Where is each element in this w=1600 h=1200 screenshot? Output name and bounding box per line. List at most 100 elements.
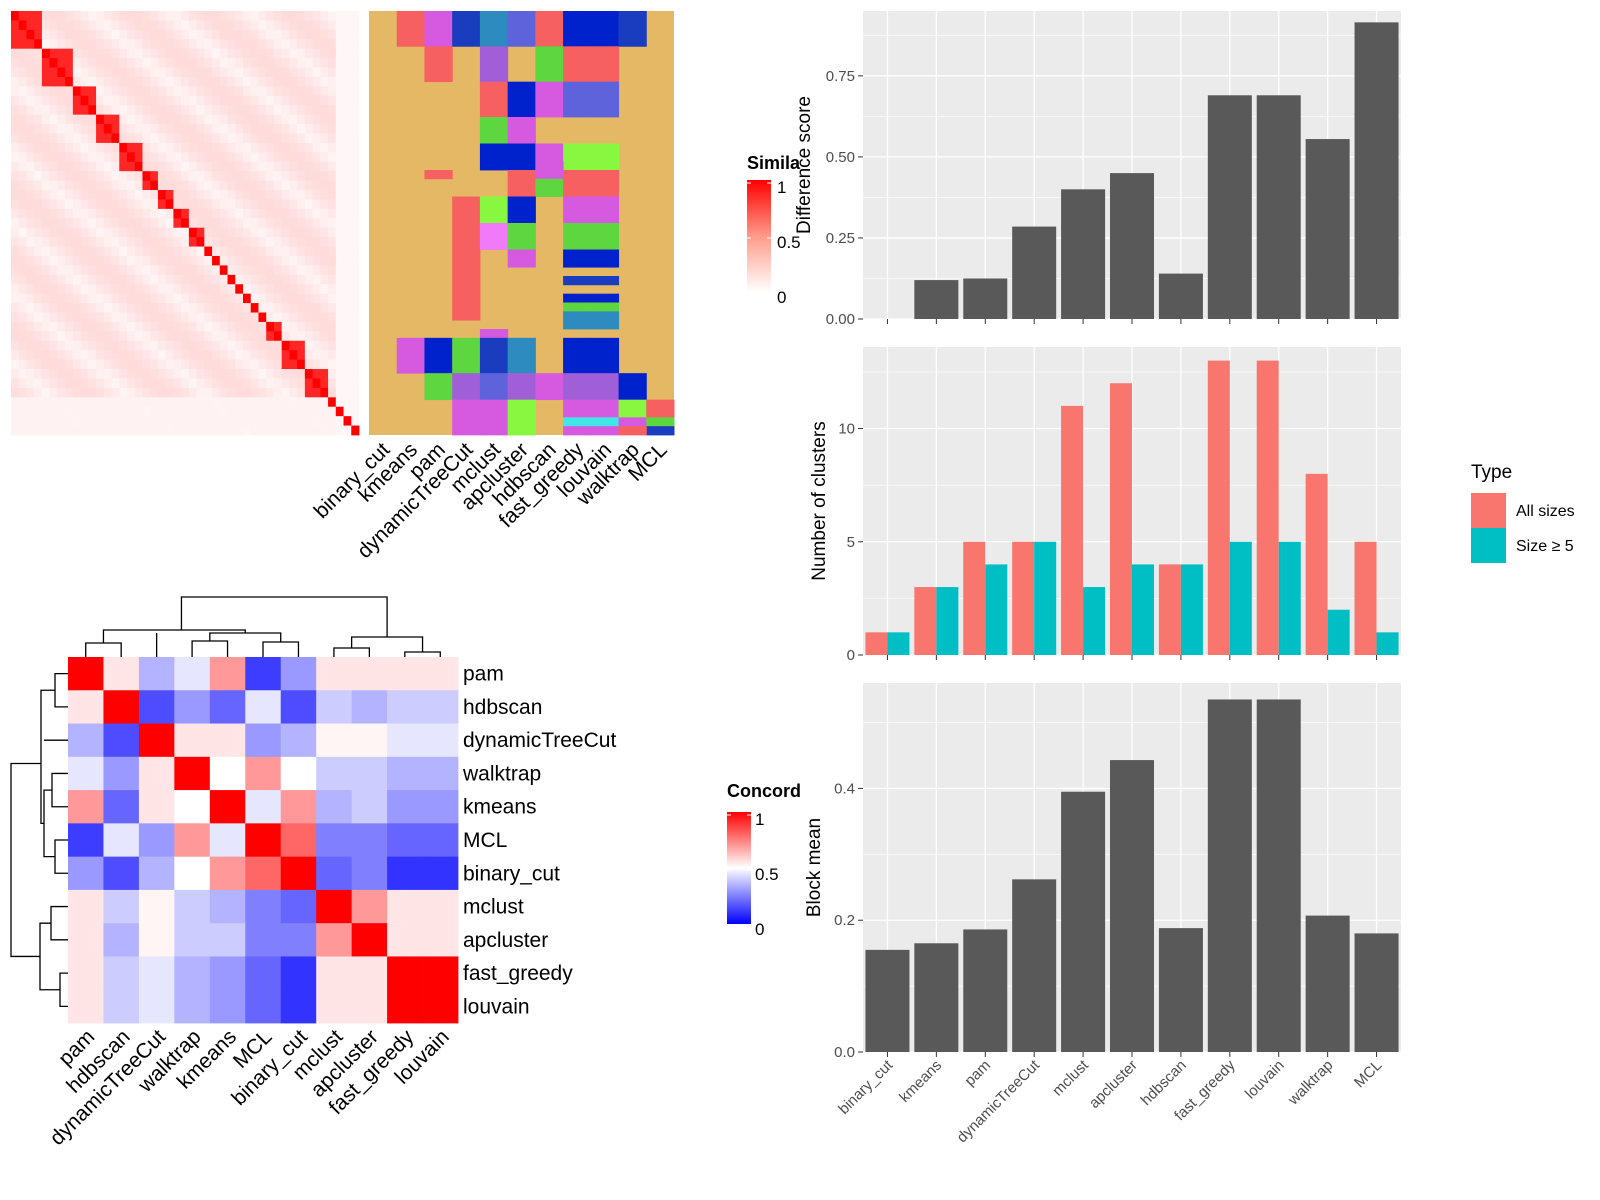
similarity-cell	[57, 161, 66, 172]
assignment-cell	[535, 46, 564, 83]
similarity-cell	[72, 416, 81, 426]
similarity-cell	[165, 218, 174, 229]
similarity-cell	[150, 11, 159, 21]
similarity-cell	[157, 124, 167, 134]
similarity-cell	[335, 218, 344, 229]
similarity-cell	[65, 227, 74, 238]
similarity-cell	[289, 340, 298, 351]
similarity-cell	[343, 340, 352, 351]
similarity-cell	[103, 397, 112, 408]
similarity-cell	[49, 312, 58, 323]
concordance-cell	[103, 889, 140, 924]
similarity-cell	[165, 293, 174, 304]
similarity-cell	[273, 340, 283, 351]
similarity-cell	[212, 152, 221, 163]
assignment-cell	[396, 11, 425, 47]
similarity-cell	[289, 350, 298, 361]
similarity-cell	[304, 387, 313, 398]
similarity-cell	[297, 20, 306, 31]
similarity-cell	[212, 359, 221, 370]
similarity-cell	[343, 246, 352, 257]
similarity-cell	[181, 293, 190, 304]
similarity-cell	[289, 397, 298, 408]
similarity-cell	[212, 208, 221, 219]
similarity-cell	[219, 67, 228, 78]
similarity-cell	[212, 180, 221, 191]
similarity-cell	[103, 274, 112, 285]
similarity-cell	[335, 416, 344, 426]
similarity-cell	[11, 171, 20, 181]
similarity-cell	[304, 350, 313, 361]
similarity-cell	[18, 378, 27, 389]
similarity-cell	[57, 76, 66, 87]
similarity-cell	[196, 48, 205, 59]
similarity-cell	[119, 284, 128, 295]
similarity-cell	[80, 29, 89, 40]
similarity-cell	[289, 133, 298, 144]
similarity-cell	[57, 105, 66, 116]
similarity-cell	[80, 237, 89, 247]
similarity-cell	[235, 416, 244, 426]
bar	[1158, 273, 1203, 319]
similarity-cell	[328, 11, 337, 21]
similarity-cell	[119, 208, 128, 219]
similarity-cell	[127, 218, 136, 229]
similarity-cell	[196, 105, 205, 116]
assignment-cell	[590, 170, 620, 197]
similarity-cell	[150, 161, 159, 172]
similarity-cell	[181, 237, 190, 247]
similarity-cell	[328, 199, 337, 210]
similarity-cell	[41, 114, 51, 125]
similarity-cell	[103, 67, 112, 78]
similarity-cell	[26, 124, 35, 134]
similarity-cell	[235, 199, 244, 210]
similarity-cell	[266, 255, 275, 266]
assignment-cell	[424, 46, 453, 83]
similarity-cell	[65, 265, 74, 276]
x-tick-label: MCL	[1351, 1057, 1385, 1091]
similarity-cell	[134, 86, 143, 97]
similarity-cell	[18, 293, 27, 304]
similarity-cell	[312, 190, 321, 200]
similarity-cell	[304, 124, 313, 134]
similarity-cell	[72, 265, 81, 276]
assignment-cell	[479, 11, 509, 47]
y-tick-label: 0.25	[826, 230, 855, 247]
similarity-cell	[212, 369, 221, 379]
similarity-cell	[150, 86, 159, 97]
similarity-cell	[49, 11, 58, 21]
similarity-cell	[41, 397, 51, 408]
assignment-cell	[590, 143, 620, 171]
similarity-cell	[266, 161, 275, 172]
similarity-cell	[188, 142, 197, 153]
similarity-cell	[119, 340, 128, 351]
similarity-cell	[111, 378, 120, 389]
similarity-cell	[219, 227, 228, 238]
similarity-cell	[335, 397, 344, 408]
similarity-cell	[127, 284, 136, 295]
similarity-cell	[80, 284, 89, 295]
assignment-cell	[590, 302, 620, 312]
similarity-cell	[196, 246, 205, 257]
similarity-cell	[111, 237, 120, 247]
similarity-cell	[96, 58, 105, 68]
similarity-cell	[289, 387, 298, 398]
similarity-cell	[351, 190, 360, 200]
similarity-cell	[111, 359, 120, 370]
similarity-cell	[34, 11, 43, 21]
similarity-cell	[328, 227, 337, 238]
similarity-cell	[57, 227, 66, 238]
similarity-cell	[49, 208, 58, 219]
assignment-cell	[563, 143, 592, 171]
similarity-cell	[119, 171, 128, 181]
similarity-cell	[328, 114, 337, 125]
similarity-cell	[235, 378, 244, 389]
concordance-cell	[316, 657, 353, 691]
similarity-cell	[281, 105, 290, 116]
concordance-row-label: fast_greedy	[463, 962, 573, 985]
similarity-cell	[258, 312, 267, 323]
concordance-cell	[422, 956, 459, 991]
column-dendrogram-branch	[404, 651, 441, 657]
similarity-cell	[328, 29, 337, 40]
similarity-cell	[150, 293, 159, 304]
